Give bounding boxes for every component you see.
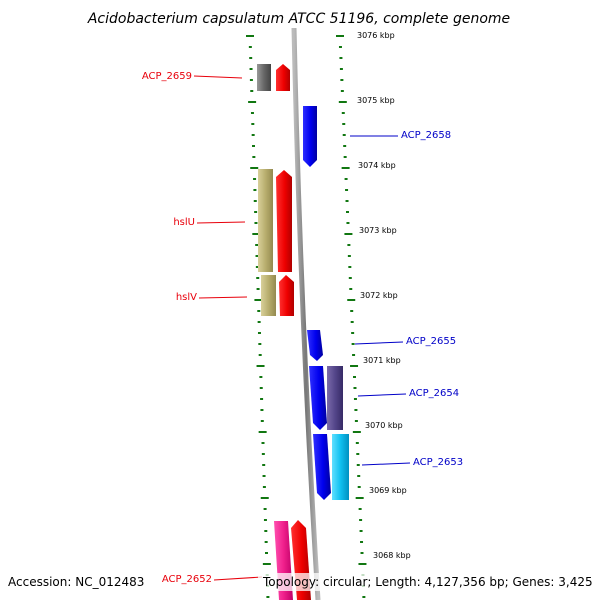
leader-line (193, 75, 243, 79)
gene-label[interactable]: ACP_2655 (406, 336, 456, 347)
gene-arrow-acp2655[interactable] (307, 330, 323, 361)
scale-label: 3069 kbp (369, 486, 407, 495)
gene-label[interactable]: ACP_2658 (401, 130, 451, 141)
genome-summary-text: Topology: circular; Length: 4,127,356 bp… (262, 575, 593, 589)
scale-label: 3071 kbp (363, 356, 401, 365)
leader-line (196, 221, 246, 224)
gene-block-acp2659-grey[interactable] (257, 64, 271, 91)
gene-arrow-acp2653[interactable] (313, 434, 331, 500)
scale-label: 3072 kbp (360, 291, 398, 300)
scale-ticks (246, 35, 367, 598)
leader-line (361, 462, 411, 466)
scale-label: 3076 kbp (357, 31, 395, 40)
scale-label: 3074 kbp (358, 161, 396, 170)
gene-labels: ACP_2659 ACP_2658 hslU hslV ACP_2655 ACP_2654… (142, 71, 463, 585)
gene-label[interactable]: hslU (173, 217, 195, 228)
gene-label[interactable]: hslV (176, 292, 197, 303)
gene-arrow-hslu[interactable] (276, 170, 292, 272)
gene-block-hslv-olive[interactable] (261, 275, 276, 316)
leader-line (198, 296, 248, 299)
scale-labels: 3076 kbp 3075 kbp 3074 kbp 3073 kbp 3072 kbp… (357, 31, 411, 560)
leader-line (213, 576, 263, 581)
scale-label: 3070 kbp (365, 421, 403, 430)
gene-block-hslu-olive[interactable] (258, 169, 273, 272)
scale-label: 3075 kbp (357, 96, 395, 105)
leader-line (357, 393, 407, 397)
scale-label: 3068 kbp (373, 551, 411, 560)
genome-backbone (291, 27, 321, 600)
gene-features (257, 64, 349, 600)
gene-label[interactable]: ACP_2652 (162, 574, 212, 585)
gene-block-acp2654-purple[interactable] (327, 366, 343, 430)
gene-block-acp2653-cyan[interactable] (332, 434, 349, 500)
footer-backdrop (258, 573, 600, 591)
gene-label[interactable]: ACP_2654 (409, 388, 459, 399)
label-leader-lines (193, 75, 411, 581)
gene-label[interactable]: ACP_2653 (413, 457, 463, 468)
scale-label: 3073 kbp (359, 226, 397, 235)
gene-arrow-acp2659[interactable] (276, 64, 290, 91)
gene-arrow-acp2654[interactable] (309, 366, 327, 430)
accession-text: Accession: NC_012483 (8, 575, 144, 589)
gene-arrow-hslv[interactable] (279, 275, 294, 316)
gene-arrow-acp2658[interactable] (303, 106, 317, 167)
leader-line (354, 341, 404, 345)
map-title: Acidobacterium capsulatum ATCC 51196, co… (87, 11, 510, 27)
gene-label[interactable]: ACP_2659 (142, 71, 192, 82)
